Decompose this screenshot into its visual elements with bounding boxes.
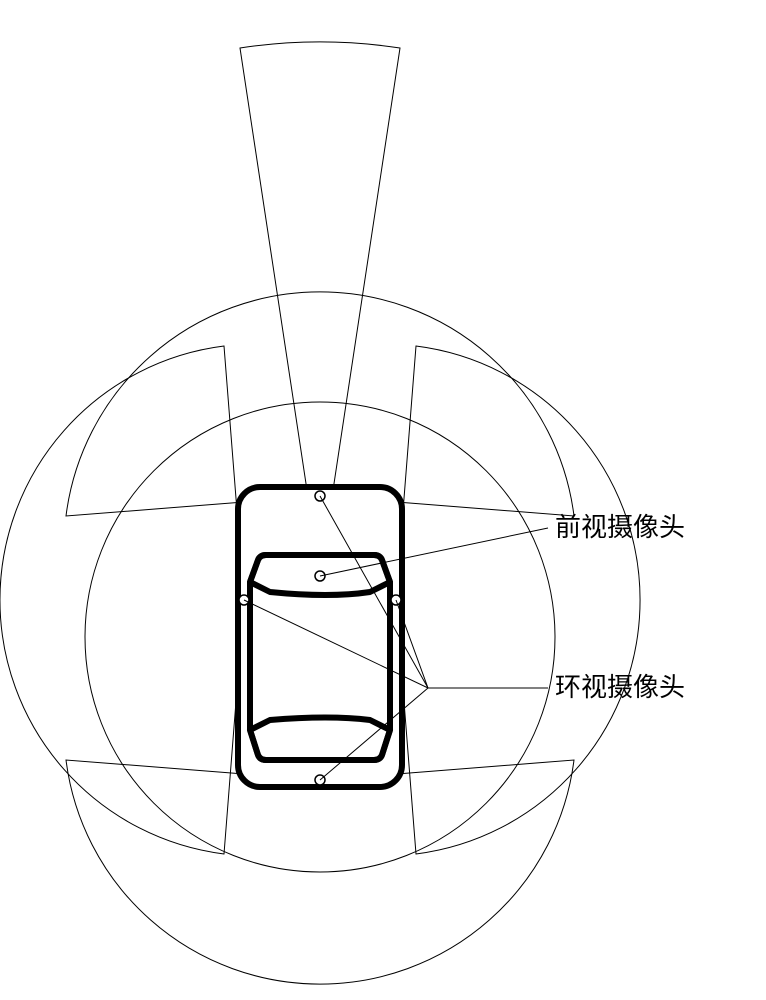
car [238,487,402,787]
label-front-camera: 前视摄像头 [555,513,685,542]
car-cabin [250,555,390,760]
label-surround-camera: 环视摄像头 [555,673,685,702]
